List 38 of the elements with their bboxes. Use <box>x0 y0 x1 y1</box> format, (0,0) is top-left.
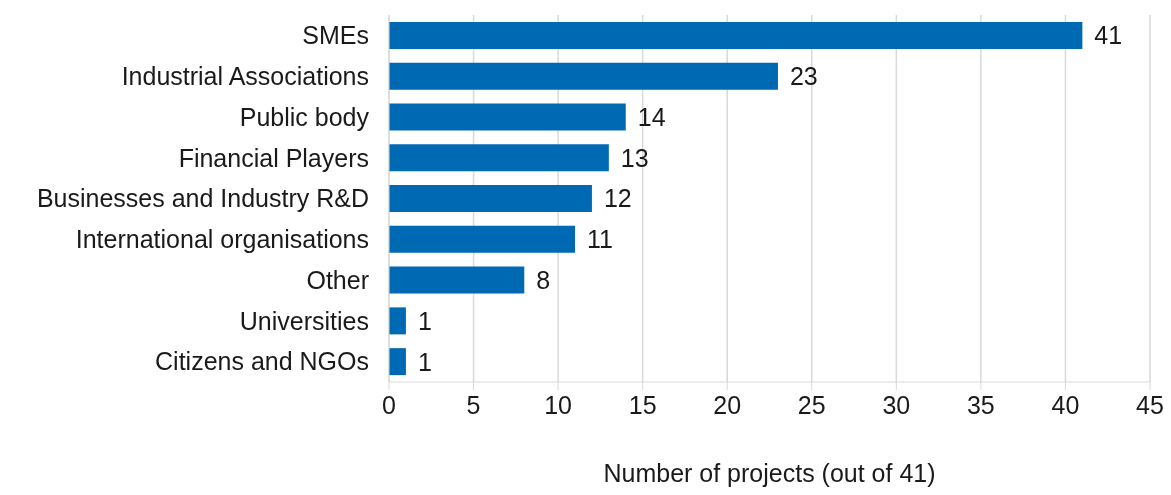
bar <box>389 266 525 294</box>
data-label: 1 <box>417 347 432 376</box>
x-tick-label: 30 <box>882 390 911 419</box>
y-tick-label: Universities <box>239 306 369 335</box>
data-label: 11 <box>587 225 613 254</box>
y-tick-label: Businesses and Industry R&D <box>36 184 369 213</box>
x-tick-label: 0 <box>382 390 396 419</box>
x-tick-label: 25 <box>797 390 826 419</box>
bar <box>389 307 406 335</box>
x-tick-label: 5 <box>466 390 481 419</box>
data-label: 8 <box>536 265 551 294</box>
y-tick-label: Citizens and NGOs <box>155 347 369 376</box>
y-tick-label: Financial Players <box>178 143 369 172</box>
data-label: 12 <box>603 184 632 213</box>
data-label: 13 <box>620 143 649 172</box>
x-tick-label: 40 <box>1051 390 1080 419</box>
data-label: 14 <box>637 102 666 131</box>
bar <box>389 144 609 172</box>
y-tick-label: Industrial Associations <box>121 62 369 91</box>
data-label: 1 <box>417 306 432 335</box>
bar <box>389 185 592 213</box>
x-tick-label: 35 <box>966 390 995 419</box>
y-tick-label: SMEs <box>302 21 369 50</box>
bar <box>389 225 576 253</box>
x-tick-label: 45 <box>1136 390 1164 419</box>
bar <box>389 348 406 376</box>
data-label: 41 <box>1094 21 1123 50</box>
x-tick-label: 20 <box>713 390 742 419</box>
x-axis-title: Number of projects (out of 41) <box>603 459 936 487</box>
bar <box>389 62 778 90</box>
data-label: 23 <box>789 62 818 91</box>
y-tick-label: Other <box>306 265 369 294</box>
x-tick-label: 15 <box>628 390 657 419</box>
y-tick-label: International organisations <box>75 225 369 254</box>
x-tick-label: 10 <box>544 390 573 419</box>
y-tick-label: Public body <box>239 102 370 131</box>
bar <box>389 103 626 131</box>
bar <box>389 21 1083 49</box>
